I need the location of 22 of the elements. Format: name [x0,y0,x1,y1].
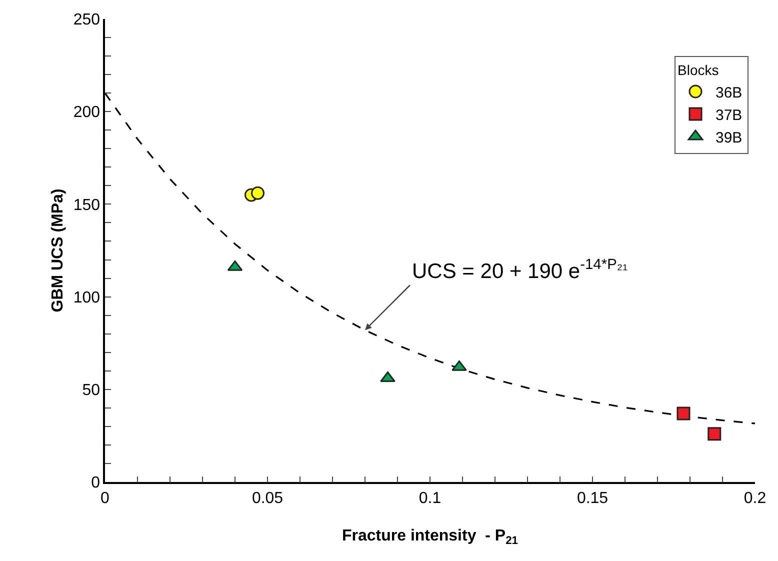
y-tick-label: 0 [91,474,100,492]
legend-label: 39B [716,129,742,146]
y-axis-title: GBM UCS (MPa) [50,188,66,312]
x-tick-label: 0.1 [418,490,442,507]
legend-label: 37B [716,106,742,124]
x-tick-label: 0.05 [252,490,284,507]
y-tick-label: 50 [82,382,100,399]
point [380,372,396,382]
x-axis-title: Fracture intensity - P$_{21}$ [342,528,518,547]
point [708,427,722,441]
x-tick-label: 0.15 [576,490,608,507]
x-tick-label: 0.2 [744,490,766,507]
y-tick-label: 100 [73,289,100,306]
y-tick-label: 250 [73,12,100,29]
y-tick-label: 200 [73,104,100,122]
legend-label: 36B [716,84,742,102]
y-tick-label: 150 [73,196,100,214]
annotation: UCS = 20 + 190 e$^{-14*P₂₁}$ [412,257,628,283]
point [452,360,467,371]
point [251,186,264,200]
point [676,406,690,420]
legend-title: Blocks [678,62,719,78]
